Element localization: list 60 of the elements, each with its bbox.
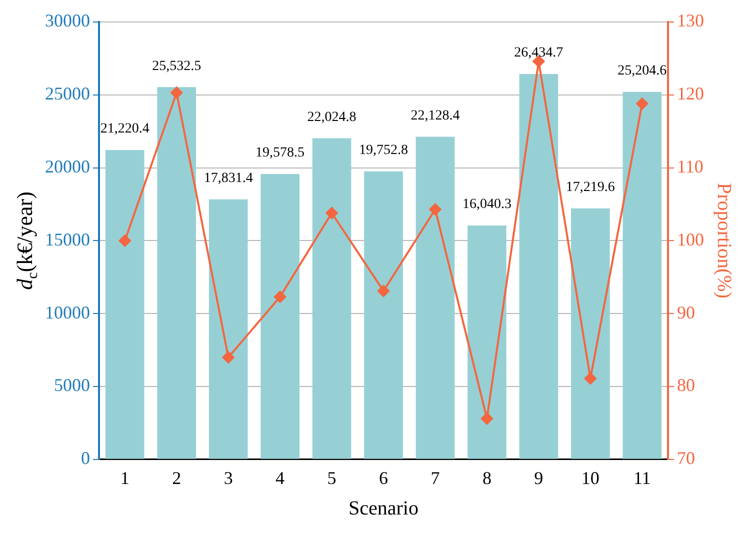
bar [416, 136, 455, 459]
data-label: 22,024.8 [307, 110, 356, 125]
bar [105, 150, 144, 459]
y-tick-label: 15000 [45, 229, 90, 250]
bar [468, 226, 506, 459]
y-tick-label: 20000 [45, 156, 90, 177]
y2-axis-title: Proportion(%) [712, 182, 735, 298]
y-tick-label: 5000 [54, 375, 90, 396]
point [170, 86, 183, 99]
y2-tick-label: 90 [677, 302, 695, 322]
y2-tick-label: 80 [677, 375, 695, 396]
data-label: 22,128.4 [410, 108, 460, 124]
bar [364, 171, 403, 459]
x-tick-label: 10 [581, 468, 600, 488]
point [378, 285, 390, 297]
y2-tick-label: 70 [677, 448, 695, 468]
point [326, 207, 338, 219]
data-label: 19,578.5 [256, 146, 305, 161]
bar [208, 199, 248, 459]
y-tick-label: 25000 [45, 84, 90, 104]
point [429, 203, 442, 216]
x-tick-label: 9 [534, 468, 544, 488]
bar [519, 74, 558, 459]
data-label: 17,219.6 [566, 180, 615, 196]
x-tick-label: 7 [430, 468, 440, 488]
data-label: 19,752.8 [359, 143, 408, 158]
y-axis-title: dc(k€/year) [12, 192, 41, 290]
data-label: 25,532.5 [152, 58, 202, 74]
point [584, 372, 596, 384]
x-tick-label: 3 [224, 468, 233, 488]
bar [157, 87, 196, 459]
y-tick-label: 0 [81, 448, 90, 468]
data-label: 26,434.7 [514, 46, 564, 61]
data-label: 25,204.6 [618, 64, 667, 79]
point [222, 351, 234, 364]
x-tick-label: 1 [120, 468, 130, 488]
x-tick-label: 8 [482, 468, 492, 488]
data-label: 17,831.4 [204, 171, 253, 186]
data-label: 16,040.3 [462, 197, 512, 212]
point [636, 98, 648, 110]
x-tick-label: 4 [276, 468, 285, 488]
y2-tick-label: 120 [677, 84, 704, 104]
point [274, 290, 286, 303]
x-axis-title: Scenario [348, 497, 418, 520]
bar [312, 138, 352, 459]
y2-tick-label: 110 [677, 156, 704, 177]
x-tick-label: 2 [172, 468, 182, 488]
bar [571, 208, 610, 459]
bar [260, 174, 300, 459]
bar [622, 92, 662, 459]
x-tick-label: 5 [327, 468, 336, 488]
x-tick-label: 11 [633, 468, 651, 488]
y2-tick-label: 130 [677, 10, 704, 31]
data-label: 21,220.4 [100, 122, 150, 137]
y-tick-label: 30000 [45, 10, 90, 31]
y-tick-label: 10000 [45, 302, 90, 322]
point [118, 234, 131, 247]
point [480, 412, 493, 425]
x-tick-label: 6 [379, 468, 388, 488]
y2-tick-label: 100 [677, 229, 704, 250]
